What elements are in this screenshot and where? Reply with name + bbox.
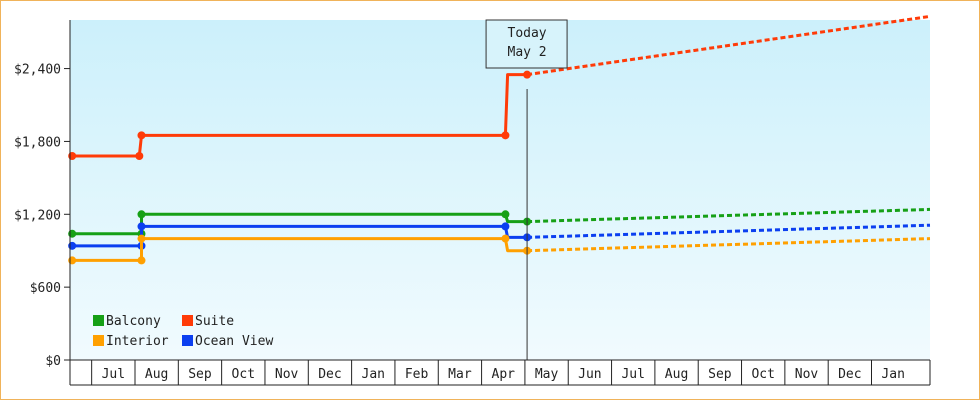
x-tick-label: Nov: [275, 367, 299, 382]
series-line-ocean-view: [72, 224, 528, 248]
series-line-balcony: [72, 212, 528, 236]
x-tick-label: Jun: [578, 367, 601, 382]
y-tick-label: $1,200: [14, 208, 61, 223]
x-tick-label: Dec: [318, 367, 341, 382]
x-tick-label: Jan: [362, 367, 385, 382]
legend-label-interior: Interior: [106, 334, 169, 349]
x-tick-label: Mar: [448, 367, 472, 382]
x-tick-label: Sep: [188, 367, 212, 382]
forecast-line-interior: [527, 237, 931, 253]
x-tick-label: Sep: [708, 367, 732, 382]
x-tick-label: Aug: [665, 367, 688, 382]
forecast-line-ocean-view: [527, 223, 931, 239]
y-tick-label: $1,800: [14, 135, 61, 150]
x-tick-label: May: [535, 367, 559, 382]
legend-swatch-interior: [93, 335, 104, 346]
data-point-balcony: [501, 210, 510, 219]
data-point-ocean-view: [68, 241, 77, 250]
legend-swatch-balcony: [93, 315, 104, 326]
data-point-suite: [523, 70, 532, 79]
legend-label-ocean-view: Ocean View: [195, 334, 273, 349]
x-tick-label: Jul: [102, 367, 125, 382]
data-point-balcony: [137, 210, 146, 219]
data-point-interior: [137, 234, 146, 243]
x-tick-label: Jul: [621, 367, 644, 382]
today-label-line2: May 2: [508, 45, 547, 60]
data-point-suite: [68, 152, 77, 160]
y-tick-label: $2,400: [14, 63, 61, 78]
y-tick-label: $0: [45, 354, 61, 369]
y-tick-label: $600: [30, 281, 61, 296]
x-tick-label: Nov: [795, 367, 819, 382]
today-label-box: [485, 19, 568, 69]
data-point-interior: [137, 256, 146, 265]
legend-label-balcony: Balcony: [106, 314, 161, 329]
plot-background: [70, 20, 930, 360]
forecast-line-balcony: [527, 207, 931, 224]
x-tick-label: Oct: [232, 367, 255, 382]
legend-swatch-suite: [182, 315, 193, 326]
legend-swatch-ocean-view: [182, 335, 193, 346]
data-point-ocean-view: [501, 222, 510, 231]
x-tick-label: Feb: [405, 367, 429, 382]
data-point-ocean-view: [137, 222, 146, 231]
today-label-line1: Today: [508, 26, 547, 41]
data-point-suite: [501, 131, 510, 140]
forecast-line-suite: [526, 14, 931, 77]
x-tick-label: Oct: [751, 367, 774, 382]
x-tick-label: Jan: [881, 367, 904, 382]
x-tick-label: Dec: [838, 367, 861, 382]
series-line-interior: [72, 237, 528, 262]
x-tick-label: Aug: [145, 367, 168, 382]
data-point-balcony: [68, 229, 77, 238]
data-point-suite: [135, 152, 144, 160]
x-tick-label: Apr: [492, 367, 516, 382]
legend-label-suite: Suite: [195, 314, 234, 329]
data-point-interior: [68, 256, 77, 265]
data-point-interior: [501, 234, 510, 243]
series-line-suite: [72, 73, 528, 158]
data-point-suite: [137, 131, 146, 140]
